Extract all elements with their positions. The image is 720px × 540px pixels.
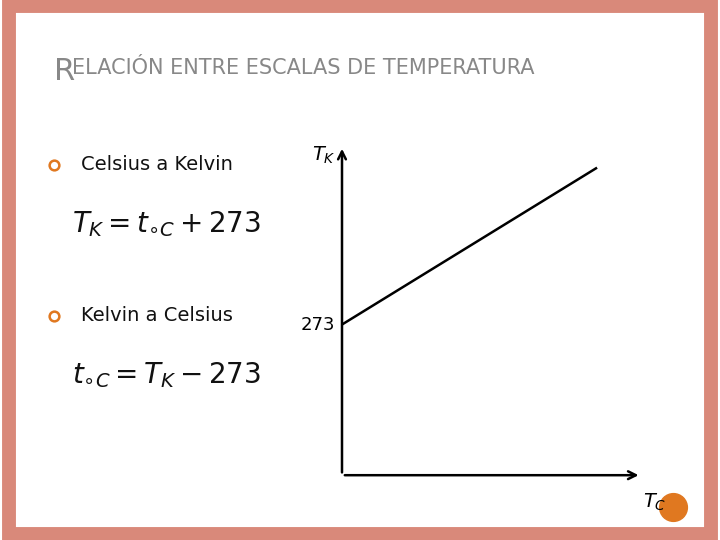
Text: Kelvin a Celsius: Kelvin a Celsius bbox=[81, 306, 233, 326]
Text: $T_C$: $T_C$ bbox=[643, 492, 667, 513]
Text: $T_K$: $T_K$ bbox=[312, 145, 336, 166]
Text: 273: 273 bbox=[300, 315, 335, 334]
Text: R: R bbox=[54, 57, 76, 86]
Text: Celsius a Kelvin: Celsius a Kelvin bbox=[81, 155, 233, 174]
Text: $t_{\circ C} = T_K - 273$: $t_{\circ C} = T_K - 273$ bbox=[72, 360, 261, 390]
Text: ELACIÓN ENTRE ESCALAS DE TEMPERATURA: ELACIÓN ENTRE ESCALAS DE TEMPERATURA bbox=[72, 58, 534, 78]
Text: $T_K = t_{\circ C} + 273$: $T_K = t_{\circ C} + 273$ bbox=[72, 209, 261, 239]
